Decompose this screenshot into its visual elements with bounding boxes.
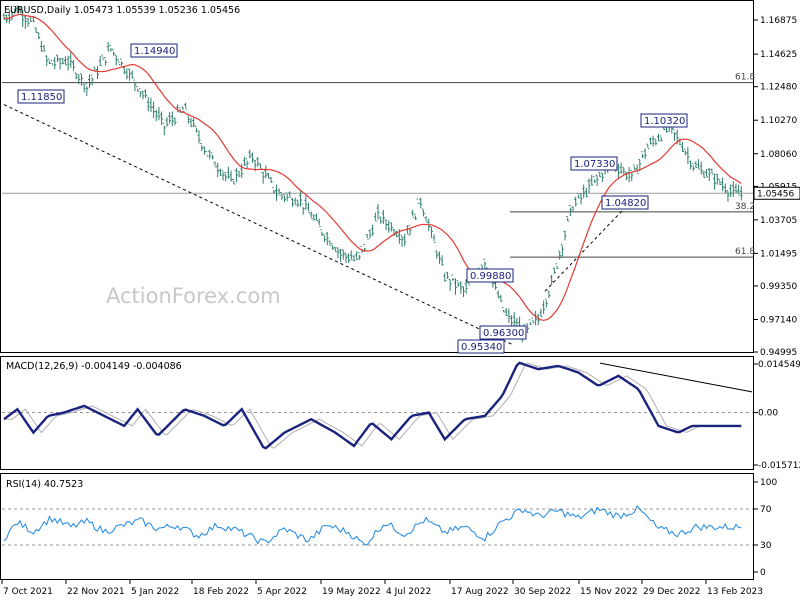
- price-label-box: [479, 325, 527, 340]
- rsi-tick-label: 0: [760, 568, 766, 578]
- macd-header: MACD(12,26,9) -0.004149 -0.004086: [6, 361, 182, 372]
- price-label-text: 1.10320: [644, 116, 685, 127]
- moving-average-line: [3, 13, 742, 321]
- price-label-text: 0.96300: [483, 328, 524, 339]
- macd-signal-line: [4, 362, 742, 449]
- symbol-header: EURUSD,Daily 1.05473 1.05539 1.05236 1.0…: [4, 5, 240, 16]
- x-tick-label: 29 Dec 2022: [643, 587, 701, 597]
- y-tick-label: 1.01495: [760, 249, 797, 259]
- price-label-box: [601, 195, 649, 210]
- dashed-support-line: [544, 207, 626, 292]
- x-tick-label: 19 May 2022: [322, 587, 381, 597]
- macd-panel: 0.014549 0.00 -0.015712: [2, 360, 800, 471]
- price-label-box: [640, 113, 688, 128]
- price-label-text: 1.07330: [574, 159, 615, 170]
- rsi-tick-label: 100: [760, 478, 777, 488]
- price-label-text: 1.14940: [134, 46, 175, 57]
- rsi-panel-frame: [0, 473, 754, 580]
- y-tick-label: 1.08060: [760, 150, 797, 160]
- y-tick-label: 1.12480: [760, 83, 797, 93]
- trend-lines: [3, 104, 626, 345]
- price-panel-frame: [0, 0, 754, 353]
- rsi-tick-label: 30: [760, 541, 772, 551]
- price-label-box: [457, 339, 505, 354]
- macd-tick-label: 0.014549: [758, 360, 800, 370]
- price-label-box: [17, 89, 65, 104]
- price-label-text: 1.04820: [605, 198, 646, 209]
- macd-panel-frame: [0, 356, 754, 470]
- x-tick-label: 30 Sep 2022: [514, 587, 571, 597]
- rsi-panel: 100 70 30 0: [2, 478, 777, 578]
- y-tick-label: 0.99350: [760, 282, 797, 292]
- current-price-label: 1.05456: [757, 189, 794, 199]
- price-label-text: 0.95340: [461, 342, 502, 353]
- x-axis-ticks: 7 Oct 2021 22 Nov 2021 5 Jan 2022 18 Feb 20…: [1, 580, 763, 597]
- fib-level-label: 61.8: [735, 73, 755, 83]
- price-label-text: 1.11850: [21, 92, 62, 103]
- x-tick-label: 17 Aug 2022: [451, 587, 509, 597]
- price-label-box: [570, 156, 618, 171]
- horizontal-levels: 61.8 38.2 61.8: [2, 73, 755, 258]
- y-tick-label: 1.16875: [760, 16, 797, 26]
- x-tick-label: 15 Nov 2022: [580, 587, 638, 597]
- x-tick-label: 7 Oct 2021: [3, 587, 53, 597]
- price-label-box: [130, 43, 178, 58]
- x-tick-label: 5 Apr 2022: [257, 587, 307, 597]
- macd-line: [3, 361, 742, 450]
- price-label-text: 0.99880: [470, 271, 511, 282]
- macd-tick-label: -0.015712: [758, 461, 800, 471]
- y-axis-ticks: 1.168751.146251.124801.102701.080601.059…: [753, 16, 800, 358]
- rsi-header: RSI(14) 40.7523: [6, 479, 83, 490]
- dashed-trend-line: [3, 104, 513, 345]
- y-tick-label: 1.03705: [760, 216, 797, 226]
- macd-tick-label: 0.00: [758, 409, 778, 419]
- watermark: ActionForex.com: [106, 284, 281, 308]
- price-label-box: [466, 268, 514, 283]
- x-tick-label: 13 Feb 2023: [707, 587, 763, 597]
- y-tick-label: 1.10270: [760, 116, 797, 126]
- fib-level-label: 61.8: [735, 247, 755, 257]
- macd-divergence-line: [599, 362, 753, 393]
- price-bars: [2, 5, 743, 343]
- rsi-tick-label: 70: [760, 505, 772, 515]
- y-tick-label: 1.14625: [760, 50, 797, 60]
- y-tick-label: 0.94995: [760, 348, 797, 358]
- x-tick-label: 4 Jul 2022: [386, 587, 431, 597]
- rsi-line: [3, 505, 742, 546]
- x-tick-label: 18 Feb 2022: [193, 587, 249, 597]
- fib-level-label: 38.2: [735, 202, 755, 212]
- x-tick-label: 5 Jan 2022: [131, 587, 179, 597]
- price-labels: 1.14940 1.11850 1.10320 1.07330 1.04820 0.998…: [17, 43, 688, 354]
- y-tick-label: 0.97140: [760, 315, 797, 325]
- current-price-tag: [753, 186, 800, 200]
- x-tick-label: 22 Nov 2021: [67, 587, 125, 597]
